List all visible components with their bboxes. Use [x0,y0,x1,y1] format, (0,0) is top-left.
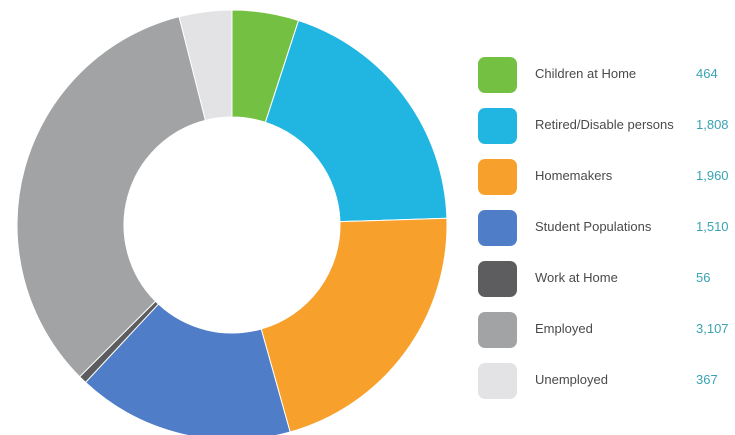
legend-label: Student Populations [535,219,652,234]
legend-label: Children at Home [535,66,637,81]
legend-label: Employed [535,321,593,336]
legend-label: Work at Home [535,270,618,285]
legend-item-retired-disable-persons: Retired/Disable persons 1,808 [478,108,735,159]
legend-value: 1,960 [696,168,729,183]
donut-slice-retired-disable-persons [264,19,448,223]
legend-item-work-at-home: Work at Home 56 [478,261,735,312]
donut-slice-unemployed [178,9,233,121]
donut-slice-employed [16,16,207,378]
donut-slice-student-populations [84,303,291,435]
legend-item-student-populations: Student Populations 1,510 [478,210,735,261]
legend-swatch [478,210,517,246]
legend-label: Unemployed [535,372,608,387]
legend-swatch [478,57,517,93]
legend-value: 3,107 [696,321,729,336]
legend-value: 464 [696,66,718,81]
legend-swatch [478,159,517,195]
legend-swatch [478,363,517,399]
legend-value: 1,808 [696,117,729,132]
legend-value: 56 [696,270,711,285]
chart-legend: Children at Home 464 Retired/Disable per… [478,57,735,414]
legend-value: 1,510 [696,219,729,234]
legend-item-children-at-home: Children at Home 464 [478,57,735,108]
legend-value: 367 [696,372,718,387]
legend-swatch [478,261,517,297]
donut-slice-homemakers [260,217,448,433]
legend-item-homemakers: Homemakers 1,960 [478,159,735,210]
legend-item-unemployed: Unemployed 367 [478,363,735,414]
legend-swatch [478,108,517,144]
donut-chart [16,9,448,435]
legend-label: Homemakers [535,168,613,183]
legend-swatch [478,312,517,348]
legend-item-employed: Employed 3,107 [478,312,735,363]
legend-label: Retired/Disable persons [535,117,674,132]
